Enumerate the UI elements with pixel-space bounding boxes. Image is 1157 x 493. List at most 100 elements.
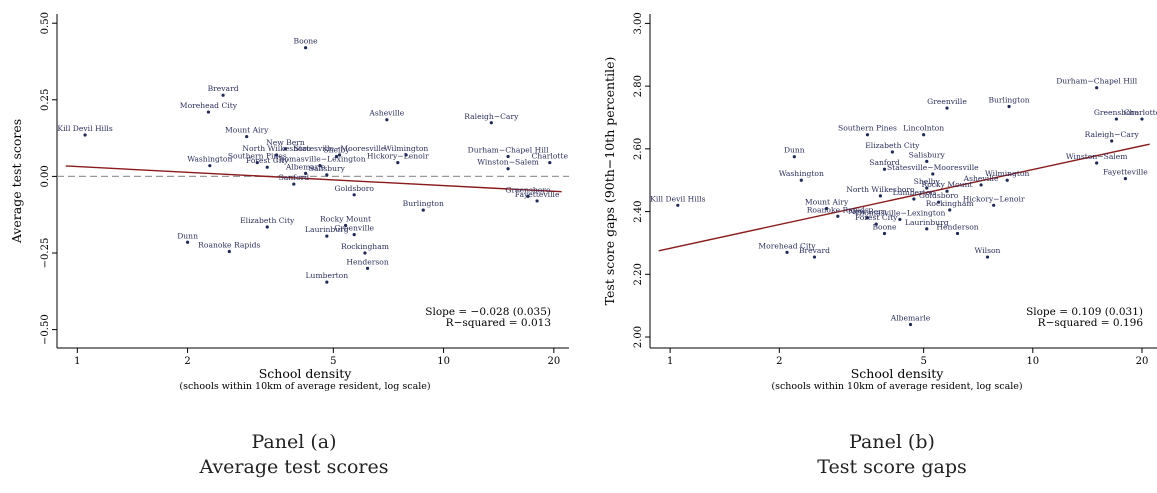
panel-b-data-point	[1095, 86, 1099, 90]
panel-a-data-point	[404, 153, 408, 157]
panel-b-point-label: Roanoke Rapids	[807, 205, 869, 214]
caption-a: Panel (a) Average test scores	[114, 430, 474, 480]
panel-a-data-point	[83, 133, 87, 137]
panel-b-data-point	[785, 250, 789, 254]
panel-a-point-label: Washington	[187, 155, 232, 164]
panel-b-data-point	[799, 178, 803, 182]
panel-b-data-point	[890, 150, 894, 154]
panel-a-point-label: Fayetteville	[515, 190, 560, 199]
panel-b-point-label: Charlotte	[1124, 108, 1157, 117]
panel-a-rsquared-stat: R−squared = 0.013	[446, 317, 551, 329]
panel-b-point-label: Lincolnton	[903, 124, 944, 133]
panel-a-point-label: Brevard	[208, 84, 239, 93]
panel-a-data-point	[221, 93, 225, 97]
panel-b-point-label: Durham−Chapel Hill	[1056, 77, 1137, 86]
panel-a-x-tick-label: 10	[437, 356, 450, 367]
panel-a-point-label: Kill Devil Hills	[57, 124, 112, 133]
panel-b-point-label: Rockingham	[926, 199, 974, 208]
panel-b-data-point	[912, 197, 916, 201]
panel-b-point-label: Lumberton	[893, 188, 936, 197]
panel-a-data-point	[265, 225, 269, 229]
panel-b-point-label: Thomasville−Lexington	[854, 208, 945, 217]
panel-b-data-point	[979, 183, 983, 187]
panel-a-x-tick-label: 5	[330, 356, 336, 367]
panel-b-x-axis-title: School density	[851, 366, 945, 381]
panel-a-y-tick-label: 0.00	[40, 165, 51, 187]
panel-a-y-tick-label: −0.50	[40, 314, 51, 345]
panel-b-data-point	[1007, 104, 1011, 109]
panel-b-data-point	[1140, 117, 1144, 121]
panel-b-point-label: Asheville	[963, 174, 999, 183]
panel-a-x-axis-title: School density	[259, 366, 353, 381]
panel-a-slope-stat: Slope = −0.028 (0.035)	[425, 306, 551, 318]
panel-b-x-axis-subtitle: (schools within 10km of average resident…	[771, 381, 1022, 392]
panel-b-point-label: Kill Devil Hills	[650, 194, 705, 203]
panel-a-point-label: New Bern	[266, 138, 305, 147]
panel-a-point-label: Henderson	[346, 257, 388, 266]
panel-b-x-tick-label: 20	[1136, 356, 1149, 367]
panel-b-x-tick-label: 5	[920, 356, 926, 367]
panel-b-point-label: Washington	[779, 169, 824, 178]
panel-a-data-point	[304, 46, 308, 50]
panel-a-data-point	[363, 251, 367, 255]
panel-b-data-point	[1005, 178, 1009, 182]
panel-a-point-label: Shelby	[323, 145, 350, 154]
panel-a-x-tick-label: 2	[184, 356, 190, 367]
panel-a-point-label: Asheville	[368, 109, 404, 118]
panel-b-point-label: Laurinburg	[905, 218, 949, 227]
panel-a-data-point	[352, 193, 356, 197]
panel-a-point-label: Rockingham	[341, 242, 389, 251]
panel-b-data-point	[882, 167, 887, 171]
panel-a-point-label: Rocky Mount	[320, 214, 371, 223]
panel-a-data-point	[506, 167, 510, 171]
panel-a-point-label: Salisbury	[309, 164, 346, 173]
panel-a-point-label: Albemarle	[285, 162, 326, 171]
panel-a-point-label: Lumberton	[306, 271, 349, 280]
panel-b-data-point	[922, 133, 926, 137]
panel-b-fit-line	[658, 143, 1150, 252]
panel-b-data-point	[945, 106, 949, 110]
panel-b-point-label: Mount Airy	[805, 197, 849, 206]
panel-b-point-label: Elizabeth City	[865, 141, 920, 150]
panel-a-data-point	[304, 171, 308, 175]
panel-b-x-tick-label: 1	[667, 356, 673, 367]
panel-b-data-point	[1114, 117, 1118, 121]
panel-a-point-label: Durham−Chapel Hill	[468, 145, 549, 154]
panel-a-data-point	[535, 199, 539, 203]
panel-b-point-label: Sanford	[869, 158, 900, 167]
panel-a-data-point	[206, 110, 211, 114]
panel-a-point-label: Hickory−Lenoir	[367, 152, 429, 161]
panel-a-point-label: Wilmington	[384, 144, 429, 153]
panel-a-point-label: Raleigh−Cary	[464, 112, 519, 121]
panel-a-data-point	[255, 161, 259, 165]
panel-a-data-point	[292, 182, 296, 186]
panel-b-data-point	[925, 227, 929, 231]
panel-b-plot: 2.00 2.20 2.40 2.60 2.80 3.00 1 2 5 10 20 School de…	[602, 12, 1157, 392]
panel-a-point-label: Laurinburg	[305, 225, 349, 234]
panel-a-data-point	[343, 223, 348, 228]
panel-b-point-label: Albemarle	[890, 313, 931, 322]
panel-a-y-tick-label: −0.25	[40, 238, 51, 269]
panel-b-data-point	[878, 194, 883, 198]
caption-b-panel: Panel (b)	[849, 431, 935, 453]
caption-a-title: Average test scores	[199, 456, 389, 478]
panel-b-point-label: Dunn	[784, 146, 805, 155]
panel-b-data-point	[874, 222, 878, 226]
caption-b: Panel (b) Test score gaps	[712, 430, 1072, 480]
panel-b-data-point	[792, 155, 796, 159]
panel-b-data-point	[931, 172, 935, 176]
panel-a-fit-line	[65, 165, 562, 193]
panel-b-point-label: Fayetteville	[1103, 168, 1148, 177]
panel-a-point-label: Boone	[294, 37, 319, 46]
panel-a-point-label: Burlington	[403, 199, 444, 208]
panel-b-data-point	[898, 217, 902, 222]
panel-b-x-tick-label: 2	[776, 356, 782, 367]
panel-a-data-point	[396, 161, 400, 165]
panel-a-x-tick-label: 20	[547, 356, 560, 367]
panel-a-x-tick-label: 1	[74, 356, 80, 367]
panel-a-data-point	[245, 134, 249, 139]
panel-b-data-point	[882, 231, 887, 236]
panel-b-point-label: Boone	[872, 223, 897, 232]
panel-b-data-point	[812, 255, 817, 259]
